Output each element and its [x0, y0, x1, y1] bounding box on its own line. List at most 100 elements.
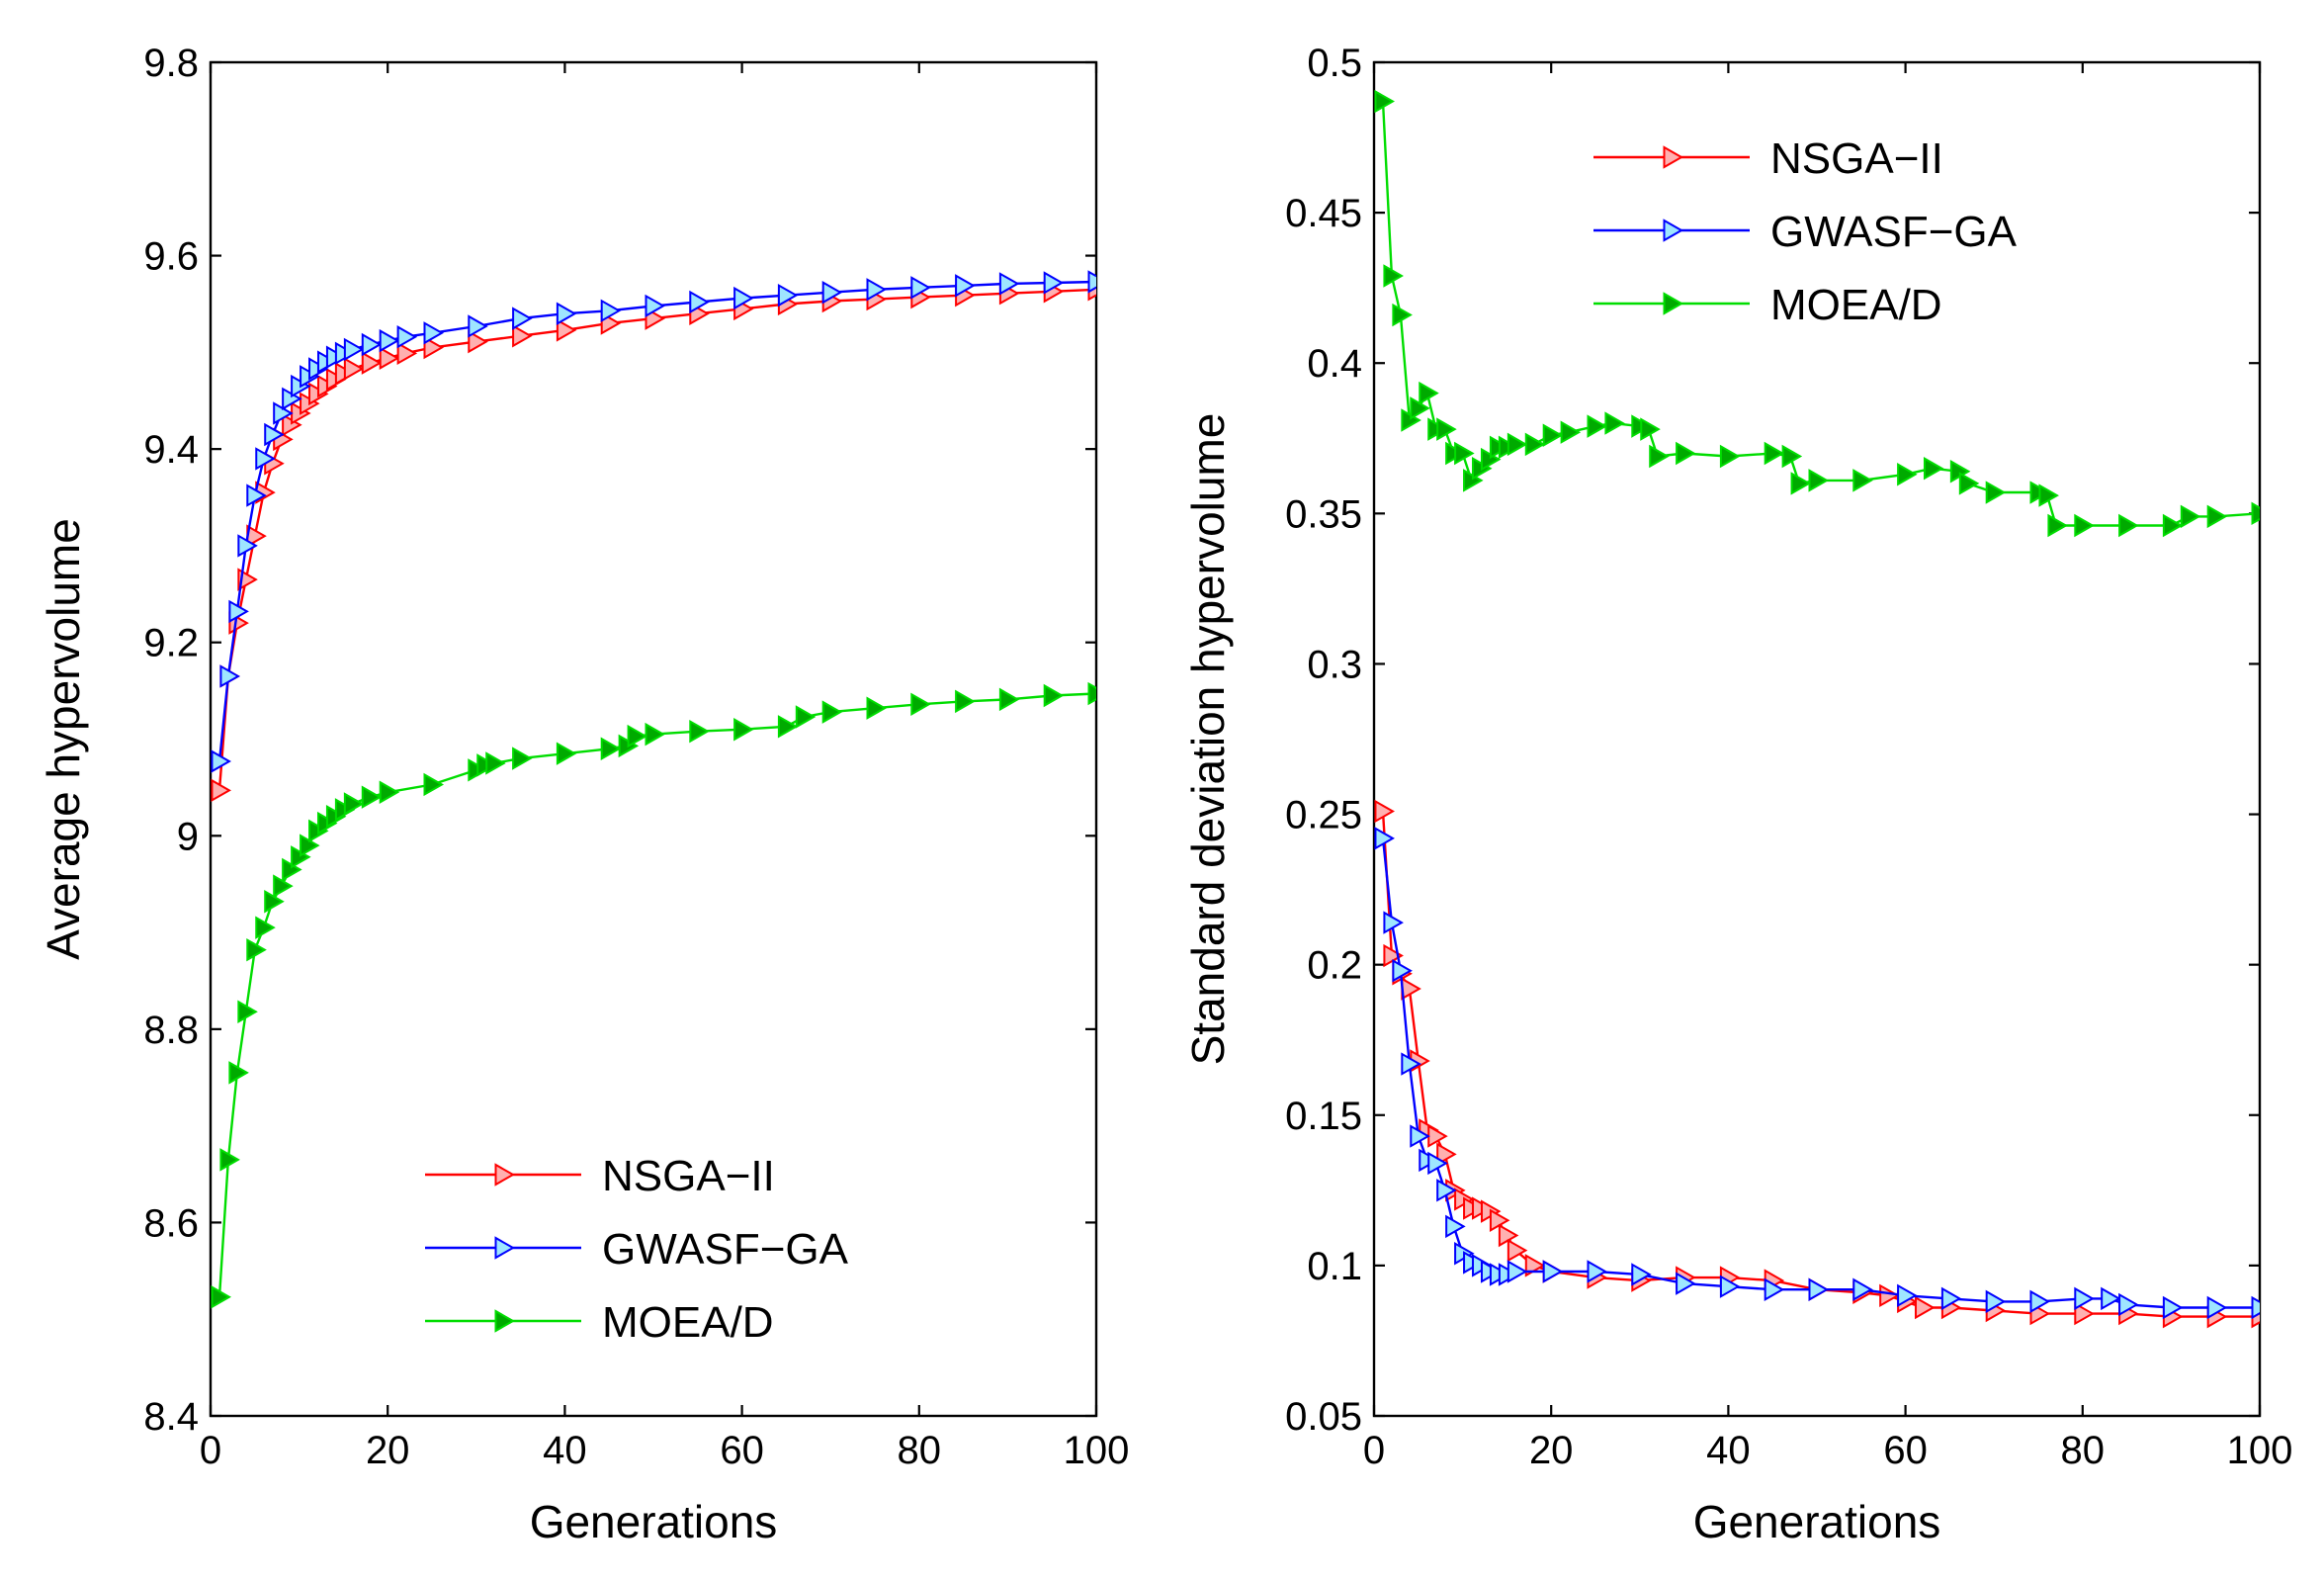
data-point — [2101, 1286, 2121, 1311]
data-point — [379, 346, 400, 370]
y-axis-ticks: 0.05 0.1 0.15 0.2 0.25 0.3 0.35 0.4 0.45 0.5 — [1285, 42, 2260, 1439]
data-point — [1383, 911, 1404, 934]
series-moea-d — [211, 681, 1096, 1309]
data-point — [556, 742, 577, 765]
data-point — [1781, 444, 1803, 469]
data-point — [1719, 444, 1741, 469]
data-point — [273, 874, 294, 898]
data-point — [264, 422, 285, 447]
data-point — [512, 307, 533, 330]
legend-entry-moea-d: MOEA/D — [1593, 281, 1942, 329]
y-tick-label: 0.05 — [1285, 1395, 1362, 1439]
data-point — [255, 447, 276, 471]
y-tick-label: 0.15 — [1285, 1095, 1362, 1138]
data-point — [998, 687, 1020, 712]
data-point — [219, 664, 240, 688]
data-point — [777, 283, 799, 308]
legend-entry-gwasf-ga: GWASF−GA — [1593, 208, 2018, 256]
y-tick-label: 0.2 — [1307, 944, 1362, 988]
data-point — [645, 722, 666, 747]
data-point — [1719, 1275, 1741, 1298]
data-point — [1587, 414, 1608, 438]
data-point — [211, 1285, 231, 1309]
data-point — [246, 937, 267, 962]
y-tick-label: 8.4 — [143, 1395, 199, 1439]
data-point — [600, 737, 622, 761]
data-point — [955, 689, 976, 714]
data-point — [255, 916, 276, 939]
y-axis-label: Standard deviation hypervolume — [1182, 413, 1234, 1066]
data-point — [2074, 1301, 2095, 1326]
data-point — [795, 705, 817, 729]
data-point — [733, 717, 754, 742]
data-point — [1087, 270, 1096, 294]
data-point — [237, 1000, 258, 1023]
data-point — [910, 276, 931, 300]
svg-text:NSGA−II: NSGA−II — [1770, 134, 1943, 183]
data-point — [2029, 1289, 2051, 1314]
data-point — [1392, 303, 1413, 327]
y-tick-label: 0.4 — [1307, 342, 1362, 386]
data-point — [2206, 1295, 2228, 1320]
data-point — [343, 337, 365, 362]
data-point — [1940, 1286, 1962, 1311]
y-tick-label: 0.3 — [1307, 643, 1362, 686]
data-point — [2251, 501, 2260, 526]
data-point — [228, 1061, 249, 1085]
svg-text:MOEA/D: MOEA/D — [1770, 281, 1942, 329]
y-tick-label: 0.5 — [1307, 42, 1362, 85]
data-point — [512, 747, 533, 770]
data-point — [1087, 681, 1096, 706]
data-point — [1985, 481, 2007, 504]
x-tick-label: 0 — [1363, 1429, 1385, 1472]
data-point — [1764, 1277, 1785, 1301]
data-point — [1506, 432, 1528, 457]
data-point — [1640, 417, 1661, 441]
data-point — [2047, 513, 2068, 538]
svg-text:NSGA−II: NSGA−II — [602, 1152, 775, 1200]
data-point — [556, 318, 577, 342]
data-point — [689, 290, 710, 314]
y-tick-label: 9.6 — [143, 235, 199, 279]
legend-entry-nsga-ii: NSGA−II — [1593, 134, 1943, 183]
svg-text:GWASF−GA: GWASF−GA — [1770, 208, 2018, 256]
data-point — [423, 772, 445, 797]
data-point — [1764, 441, 1785, 466]
data-point — [2038, 484, 2059, 507]
y-tick-label: 0.45 — [1285, 192, 1362, 235]
data-point — [1649, 444, 1670, 469]
svg-text:MOEA/D: MOEA/D — [602, 1298, 774, 1347]
data-point — [1604, 411, 1625, 435]
data-point — [1676, 1272, 1696, 1295]
data-point — [1524, 432, 1546, 457]
standard-deviation-hypervolume-chart: 0.05 0.1 0.15 0.2 0.25 0.3 0.35 0.4 0.45 0.5 0 20 4… — [1182, 42, 2292, 1547]
data-point — [1419, 381, 1439, 405]
x-axis-ticks: 0 20 40 60 80 100 — [200, 62, 1130, 1472]
data-point — [1587, 1260, 1608, 1283]
data-point — [866, 278, 888, 302]
y-tick-label: 8.8 — [143, 1009, 199, 1052]
data-point — [2206, 504, 2228, 529]
data-point — [2074, 513, 2095, 538]
series-layer — [1374, 89, 2260, 1329]
data-point — [1506, 1238, 1528, 1263]
data-point — [211, 778, 231, 803]
data-point — [1410, 1124, 1430, 1148]
data-point — [1401, 1052, 1421, 1076]
data-point — [396, 324, 418, 349]
y-tick-label: 9.8 — [143, 42, 199, 85]
data-point — [1852, 469, 1873, 492]
x-tick-label: 80 — [2061, 1429, 2106, 1472]
y-tick-label: 9 — [177, 815, 199, 858]
x-tick-label: 40 — [1706, 1429, 1751, 1472]
data-point — [645, 294, 666, 318]
data-point — [1383, 264, 1404, 288]
x-tick-label: 100 — [1064, 1429, 1130, 1472]
data-point — [910, 692, 931, 717]
x-tick-label: 60 — [1883, 1429, 1928, 1472]
y-tick-label: 9.4 — [143, 428, 199, 472]
data-point — [556, 302, 577, 325]
data-point — [1374, 89, 1395, 114]
data-point — [1676, 441, 1696, 466]
